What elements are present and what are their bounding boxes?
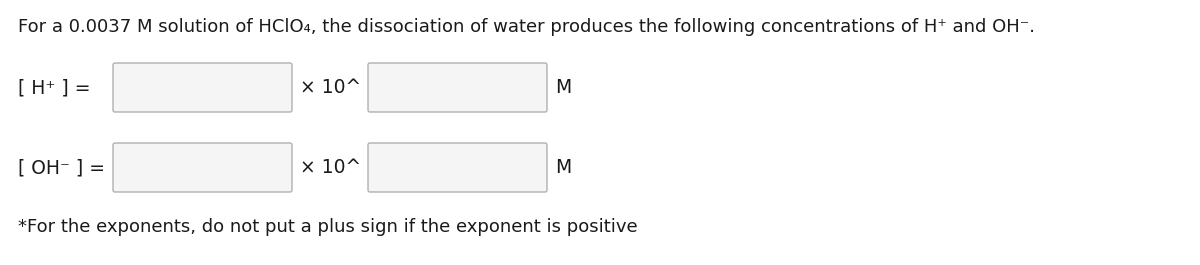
Text: [ H⁺ ] =: [ H⁺ ] = <box>18 78 90 97</box>
Text: [ OH⁻ ] =: [ OH⁻ ] = <box>18 158 106 177</box>
FancyBboxPatch shape <box>113 63 292 112</box>
Text: *For the exponents, do not put a plus sign if the exponent is positive: *For the exponents, do not put a plus si… <box>18 218 637 236</box>
FancyBboxPatch shape <box>113 143 292 192</box>
Text: For a 0.0037 M solution of HClO₄, the dissociation of water produces the followi: For a 0.0037 M solution of HClO₄, the di… <box>18 18 1034 36</box>
Text: × 10^: × 10^ <box>300 158 361 177</box>
FancyBboxPatch shape <box>368 143 547 192</box>
Text: × 10^: × 10^ <box>300 78 361 97</box>
Text: M: M <box>554 78 571 97</box>
Text: M: M <box>554 158 571 177</box>
FancyBboxPatch shape <box>368 63 547 112</box>
